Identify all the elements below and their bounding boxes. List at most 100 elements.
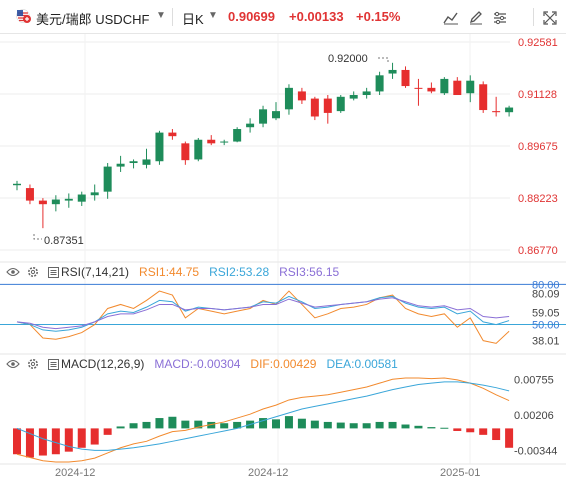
gear-icon[interactable] <box>26 265 40 279</box>
macd-tick-label: -0.00344 <box>514 446 557 458</box>
macd-bar <box>220 423 229 429</box>
macd-bar <box>116 426 125 429</box>
price-tick-label: 0.92581 <box>518 37 558 49</box>
macd-bar <box>207 421 216 429</box>
macd-bar <box>453 428 462 431</box>
macd-bar <box>284 416 293 429</box>
macd-bar <box>401 424 410 429</box>
price-tick-label: 0.86770 <box>518 245 558 257</box>
macd-bar <box>38 428 47 456</box>
candle-body <box>64 198 73 201</box>
macd-bar <box>194 420 203 429</box>
time-axis: 2024-12 2024-12 2025-01 <box>55 467 480 479</box>
period-dropdown-icon[interactable]: ▼ <box>208 10 218 21</box>
divider <box>533 8 534 26</box>
candle-body <box>207 139 216 144</box>
candle-body <box>336 96 345 112</box>
rsi-legend: RSI(7,14,21) RSI1:44.75 RSI2:53.28 RSI3:… <box>0 263 560 281</box>
macd-bar <box>336 422 345 429</box>
rsi-tick-label: 80.09 <box>532 288 560 300</box>
macd-panel <box>13 377 514 463</box>
indicator-menu-icon[interactable] <box>46 357 60 371</box>
macd-bar <box>103 428 112 435</box>
candle-body <box>25 188 34 201</box>
candle-body <box>259 109 268 124</box>
divider <box>172 8 173 26</box>
candle-body <box>388 69 397 74</box>
macd-bar <box>129 423 138 429</box>
draw-tool-icon[interactable] <box>441 8 461 28</box>
macd-value: MACD:-0.00304 <box>154 357 241 371</box>
price-chart[interactable]: 0.92581 0.91128 0.89675 0.88223 0.86770 0.92… <box>0 34 566 483</box>
price-change-percent: +0.15% <box>356 9 401 24</box>
x-tick-label: 2024-12 <box>248 467 288 479</box>
rsi1-value: RSI1:44.75 <box>139 265 200 279</box>
macd-bar <box>479 428 488 435</box>
fullscreen-icon[interactable] <box>540 8 560 28</box>
candle-body <box>103 166 112 192</box>
candle-body <box>220 141 229 143</box>
rsi2-line <box>16 295 510 332</box>
price-change: +0.00133 <box>289 9 344 24</box>
macd-bar <box>90 428 99 445</box>
macd-bar <box>349 423 358 429</box>
candle-body <box>155 132 164 162</box>
dif-value: DIF:0.00429 <box>250 357 317 371</box>
macd-bar <box>310 420 319 429</box>
price-tick-label: 0.88223 <box>518 193 558 205</box>
candle-body <box>401 69 410 87</box>
indicator-settings-icon[interactable] <box>490 8 510 28</box>
price-tick-label: 0.89675 <box>518 141 558 153</box>
candle-body <box>284 87 293 110</box>
macd-bar <box>168 416 177 429</box>
eye-icon[interactable] <box>6 357 20 371</box>
x-tick-label: 2024-12 <box>55 467 95 479</box>
candle-body <box>142 159 151 165</box>
edit-icon[interactable] <box>466 8 486 28</box>
rsi-tick-label: 38.01 <box>532 336 560 348</box>
dif-line <box>16 377 510 463</box>
candle-body <box>77 194 86 202</box>
candle-body <box>349 95 358 99</box>
candle-body <box>297 91 306 101</box>
candle-body <box>362 91 371 96</box>
macd-bar <box>440 427 449 429</box>
candle-body <box>323 98 332 113</box>
price-annotations: 0.92000 0.87351 <box>33 53 389 247</box>
candle-body <box>492 111 501 113</box>
macd-bar <box>51 428 60 455</box>
rsi-tick-label: 80.00 <box>532 279 560 291</box>
period-selector[interactable]: 日K <box>182 12 204 27</box>
candle-body <box>440 78 449 94</box>
macd-bar <box>155 418 164 429</box>
candle-body <box>116 163 125 167</box>
price-tick-label: 0.91128 <box>518 89 557 101</box>
macd-bar <box>181 420 190 429</box>
candle-body <box>51 199 60 205</box>
macd-bar <box>64 428 73 452</box>
macd-bar <box>492 428 501 441</box>
candle-body <box>272 111 280 119</box>
symbol-dropdown-icon[interactable]: ▼ <box>156 10 166 21</box>
candle-body <box>414 87 423 89</box>
candlestick-series <box>13 62 514 229</box>
eye-icon[interactable] <box>6 265 20 279</box>
price-axis: 0.92581 0.91128 0.89675 0.88223 0.86770 <box>518 37 558 257</box>
macd-tick-label: 0.00206 <box>514 410 554 422</box>
candle-body <box>246 123 255 128</box>
candle-body <box>453 80 462 96</box>
macd-bar <box>414 425 423 429</box>
indicator-menu-icon[interactable] <box>46 265 60 279</box>
dea-line <box>16 381 510 451</box>
rsi-label: RSI(7,14,21) <box>61 265 130 279</box>
symbol-title[interactable]: 美元/瑞郎 USDCHF <box>36 9 149 28</box>
macd-bar <box>259 418 268 429</box>
macd-bar <box>362 423 371 429</box>
x-tick-label: 2025-01 <box>440 467 480 479</box>
macd-axis: 0.00755 0.00206 -0.00344 <box>514 375 557 458</box>
macd-bar <box>77 428 86 448</box>
candle-body <box>168 132 177 137</box>
gear-icon[interactable] <box>26 357 40 371</box>
macd-bar <box>25 428 34 458</box>
